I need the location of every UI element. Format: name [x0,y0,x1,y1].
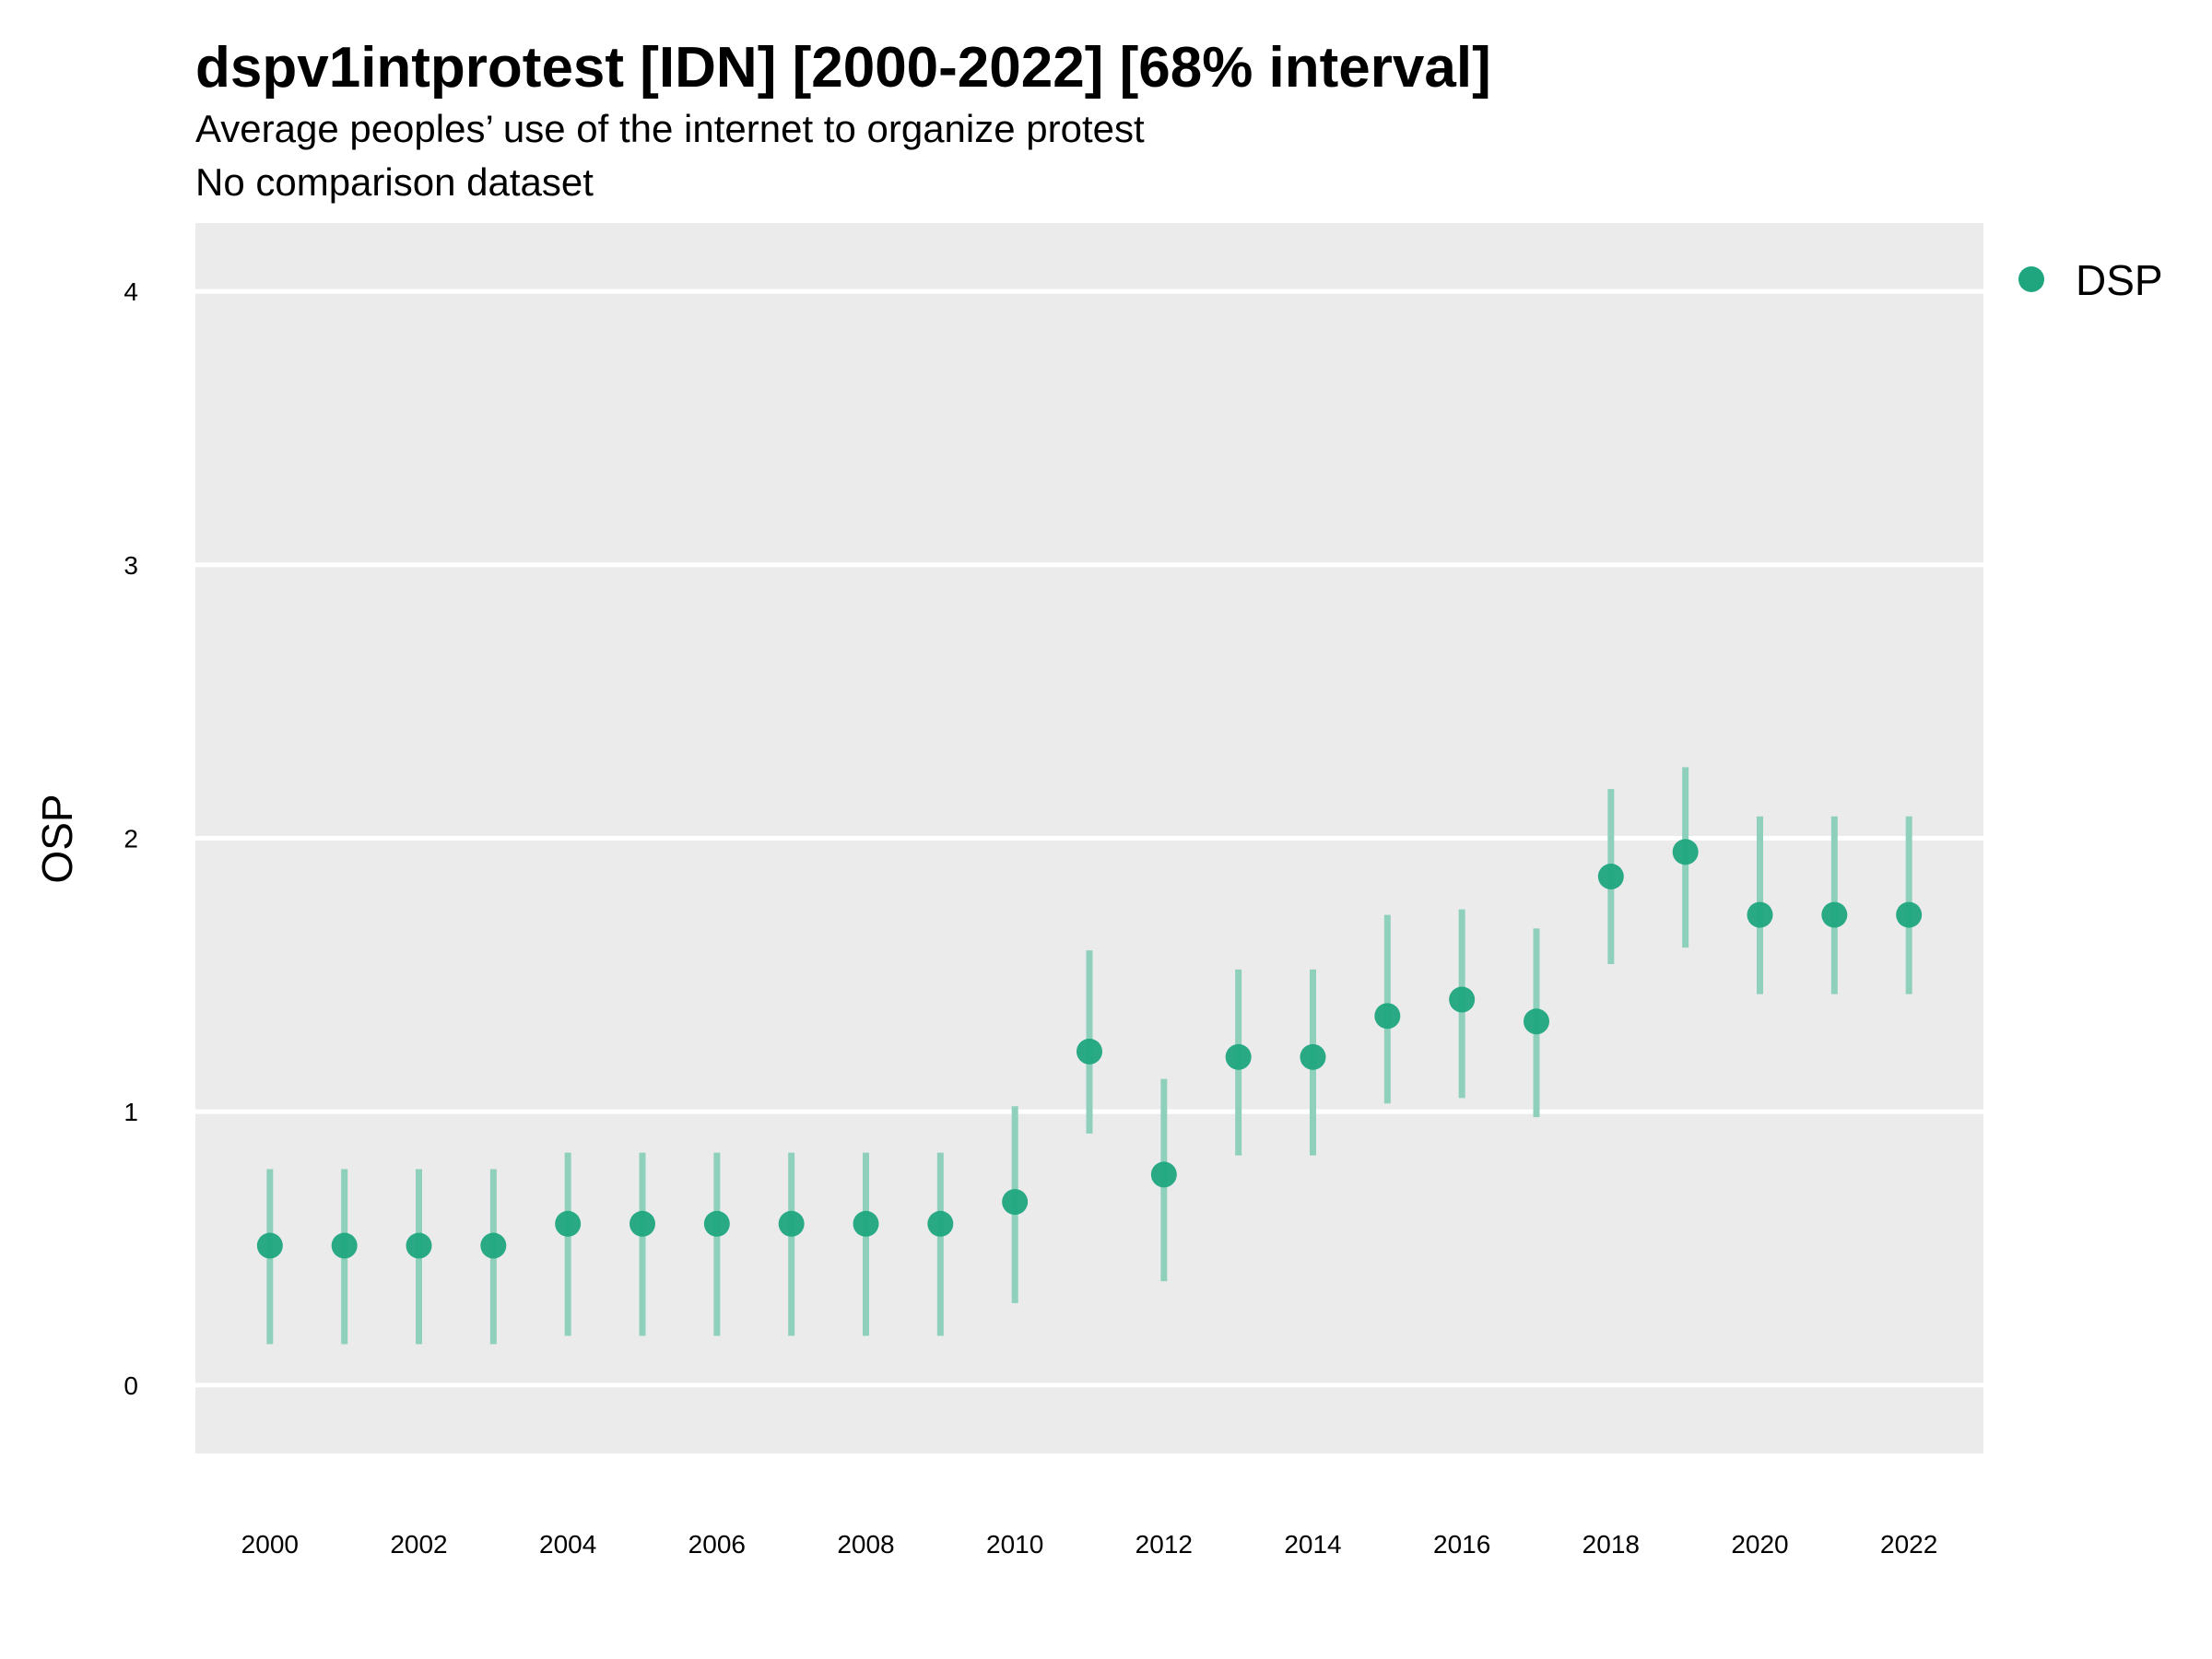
chart-title: dspv1intprotest [IDN] [2000-2022] [68% i… [195,36,1491,100]
data-point[interactable] [1524,1008,1549,1035]
x-tick-label: 2020 [1731,1530,1788,1559]
x-tick-label: 2000 [241,1530,299,1559]
data-point[interactable] [1597,864,1624,890]
data-point[interactable] [256,1232,283,1259]
chart-subtitle: Average peoples’ use of the internet to … [195,107,1145,150]
data-point[interactable] [1374,1003,1401,1030]
data-point[interactable] [1300,1043,1326,1070]
x-tick-label: 2012 [1135,1530,1193,1559]
legend-marker-dsp [2018,266,2044,292]
y-axis-title: OSP [33,794,81,883]
data-point[interactable] [1821,901,1848,928]
x-tick-label: 2018 [1583,1530,1640,1559]
x-tick-label: 2022 [1880,1530,1937,1559]
data-point[interactable] [853,1210,879,1237]
x-tick-label: 2002 [390,1530,447,1559]
data-point[interactable] [1672,839,1699,865]
data-point[interactable] [331,1232,358,1259]
y-tick-label: 3 [124,551,138,580]
y-tick-label: 2 [124,825,138,853]
x-tick-label: 2008 [837,1530,894,1559]
chart-subtitle-secondary: No comparison dataset [195,160,594,204]
x-tick-label: 2006 [688,1530,746,1559]
x-tick-label: 2010 [986,1530,1043,1559]
data-point[interactable] [1747,901,1773,928]
x-tick-label: 2014 [1284,1530,1341,1559]
data-point[interactable] [1896,901,1923,928]
x-axis-ticks: 2000 2002 2004 2006 2008 2010 2012 2014 2016 2018… [241,1530,1938,1559]
data-point[interactable] [703,1210,730,1237]
data-point[interactable] [480,1232,507,1259]
data-point[interactable] [1002,1189,1029,1216]
data-point[interactable] [1077,1038,1102,1065]
y-tick-label: 0 [124,1371,138,1400]
data-point[interactable] [1150,1161,1177,1188]
data-point[interactable] [927,1210,954,1237]
x-tick-label: 2016 [1433,1530,1490,1559]
data-point[interactable] [629,1210,655,1237]
data-points [256,839,1923,1259]
x-tick-label: 2004 [539,1530,596,1559]
data-point[interactable] [778,1210,805,1237]
y-tick-label: 4 [124,277,138,306]
y-tick-label: 1 [124,1098,138,1126]
y-axis-ticks: 0 1 2 3 4 [124,277,138,1400]
legend[interactable]: DSP [2018,256,2163,304]
data-point[interactable] [1449,986,1476,1013]
data-point[interactable] [1225,1043,1252,1070]
legend-label-dsp: DSP [2076,256,2163,304]
data-point[interactable] [555,1210,582,1237]
data-point[interactable] [406,1232,432,1259]
